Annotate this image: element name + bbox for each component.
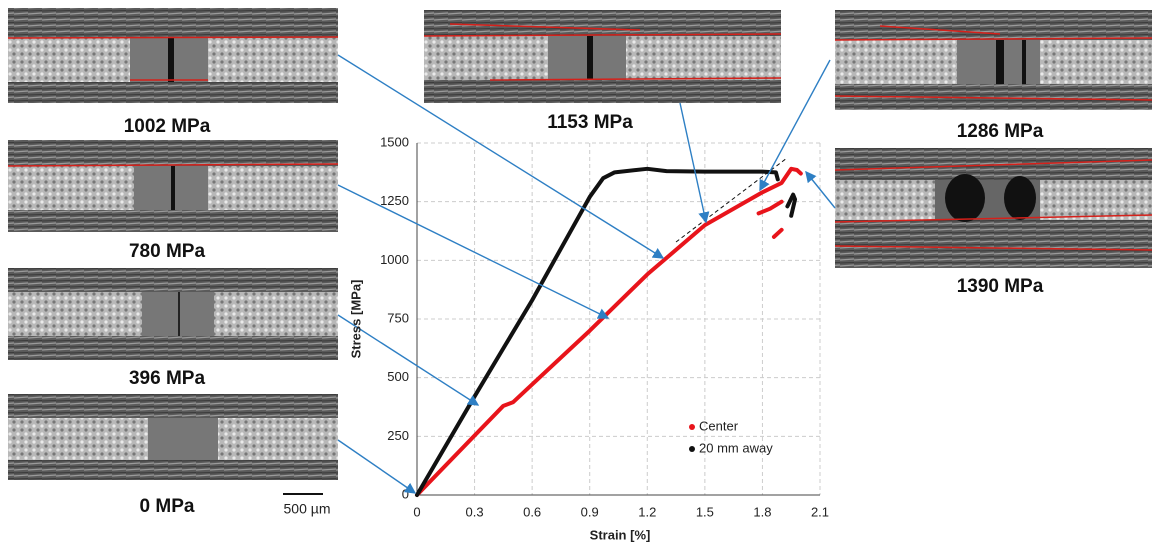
panel-label: 1153 MPa [547, 112, 633, 133]
legend-marker [689, 424, 695, 430]
micrograph-1390 [834, 148, 1153, 268]
arrows [337, 54, 836, 494]
x-axis-title: Strain [%] [590, 527, 651, 542]
plot-area [417, 143, 820, 495]
y-tick-label: 250 [387, 428, 409, 443]
micrograph-1153 [423, 10, 782, 103]
micrograph-396 [8, 268, 338, 360]
panel-label: 396 MPa [129, 368, 205, 389]
y-tick-label: 750 [387, 310, 409, 325]
x-tick-label: 1.2 [638, 504, 656, 519]
panel-label: 1002 MPa [124, 116, 211, 137]
x-tick-label: 1.5 [696, 504, 714, 519]
x-tick-label: 0.3 [466, 504, 484, 519]
micrograph-1286 [834, 10, 1153, 110]
panel-label: 0 MPa [140, 496, 195, 517]
y-axis-title: Stress [MPa] [348, 280, 363, 359]
y-tick-label: 0 [402, 486, 409, 501]
series-line [415, 166, 798, 497]
legend-marker [689, 446, 695, 452]
y-tick-label: 1500 [380, 134, 409, 149]
micrograph-0 [8, 394, 338, 480]
x-tick-label: 0 [413, 504, 420, 519]
x-tick-label: 2.1 [811, 504, 829, 519]
legend-label: 20 mm away [699, 440, 773, 455]
series-line [415, 166, 803, 497]
panel-label: 1286 MPa [957, 121, 1044, 142]
panel-label: 780 MPa [129, 241, 205, 262]
y-tick-label: 1000 [380, 252, 409, 267]
trend-line [675, 157, 788, 243]
y-tick-label: 1250 [380, 193, 409, 208]
micrograph-1002 [7, 8, 339, 103]
x-tick-label: 0.6 [523, 504, 541, 519]
y-tick-label: 500 [387, 369, 409, 384]
scale-label: 500 µm [284, 501, 331, 517]
x-tick-label: 1.8 [753, 504, 771, 519]
x-tick-label: 0.9 [581, 504, 599, 519]
panel-label: 1390 MPa [957, 276, 1044, 297]
legend-label: Center [699, 418, 739, 433]
micrograph-780 [7, 140, 339, 232]
